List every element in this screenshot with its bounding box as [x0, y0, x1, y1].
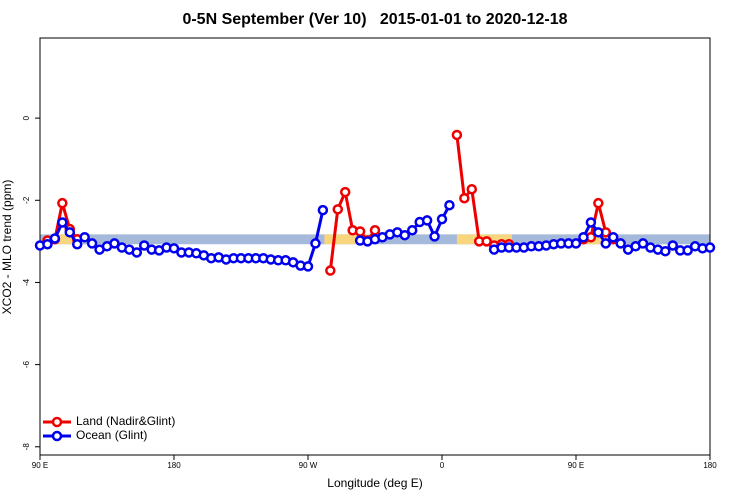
data-point — [481, 236, 492, 247]
data-point — [607, 232, 619, 243]
data-point — [79, 232, 90, 243]
data-point — [451, 129, 463, 141]
data-point — [406, 225, 418, 236]
data-point — [570, 238, 582, 249]
data-point — [466, 183, 478, 195]
x-tick-label: 90 W — [299, 461, 318, 470]
data-point — [86, 238, 98, 249]
data-point — [436, 213, 448, 225]
data-point — [317, 204, 329, 216]
data-point — [168, 243, 180, 254]
land-span — [584, 234, 612, 245]
x-tick-label: 180 — [703, 461, 717, 470]
data-point — [637, 238, 649, 249]
data-point — [131, 247, 143, 258]
legend-label: Ocean (Glint) — [76, 428, 147, 442]
data-point — [399, 229, 411, 241]
data-point — [459, 192, 470, 204]
data-point — [704, 242, 716, 253]
y-tick-label: -8 — [22, 443, 31, 451]
data-point — [57, 217, 68, 228]
data-point — [71, 238, 83, 250]
x-tick-label: 180 — [167, 461, 181, 470]
data-point — [310, 238, 321, 249]
data-point — [667, 240, 679, 251]
data-point — [369, 225, 381, 236]
data-point — [660, 245, 671, 257]
x-axis-label: Longitude (deg E) — [327, 476, 422, 490]
data-point — [682, 245, 693, 256]
data-point — [138, 240, 150, 251]
x-tick-label: 0 — [440, 461, 445, 470]
data-point — [42, 238, 53, 250]
data-point — [339, 186, 351, 198]
data-point — [429, 231, 440, 242]
data-point — [578, 232, 589, 243]
chart-title: 0-5N September (Ver 10) 2015-01-01 to 20… — [182, 11, 567, 28]
y-tick-label: -6 — [22, 361, 31, 369]
y-tick-label: -2 — [22, 196, 31, 204]
data-point — [57, 197, 68, 209]
legend-marker — [51, 430, 63, 442]
data-point — [421, 215, 433, 226]
x-tick-label: 90 E — [568, 461, 584, 470]
land-span — [56, 234, 78, 245]
data-point — [444, 199, 455, 211]
data-point — [585, 217, 597, 228]
series-line — [455, 134, 509, 248]
y-tick-label: 0 — [22, 115, 31, 120]
data-point — [64, 227, 76, 238]
legend-marker — [51, 416, 63, 428]
data-point — [593, 227, 604, 238]
data-point — [593, 197, 604, 209]
data-point — [49, 233, 61, 244]
y-axis-label: XCO2 - MLO trend (ppm) — [0, 180, 14, 315]
data-point — [109, 238, 120, 249]
legend-label: Land (Nadir&Glint) — [76, 414, 175, 428]
data-point — [615, 238, 626, 249]
x-tick-label: 90 E — [32, 461, 48, 470]
data-point — [600, 238, 612, 249]
y-tick-label: -4 — [22, 278, 31, 286]
data-point — [332, 204, 344, 215]
data-point — [354, 226, 366, 237]
land-span — [324, 234, 368, 245]
data-point — [302, 261, 314, 272]
data-point — [325, 265, 336, 276]
